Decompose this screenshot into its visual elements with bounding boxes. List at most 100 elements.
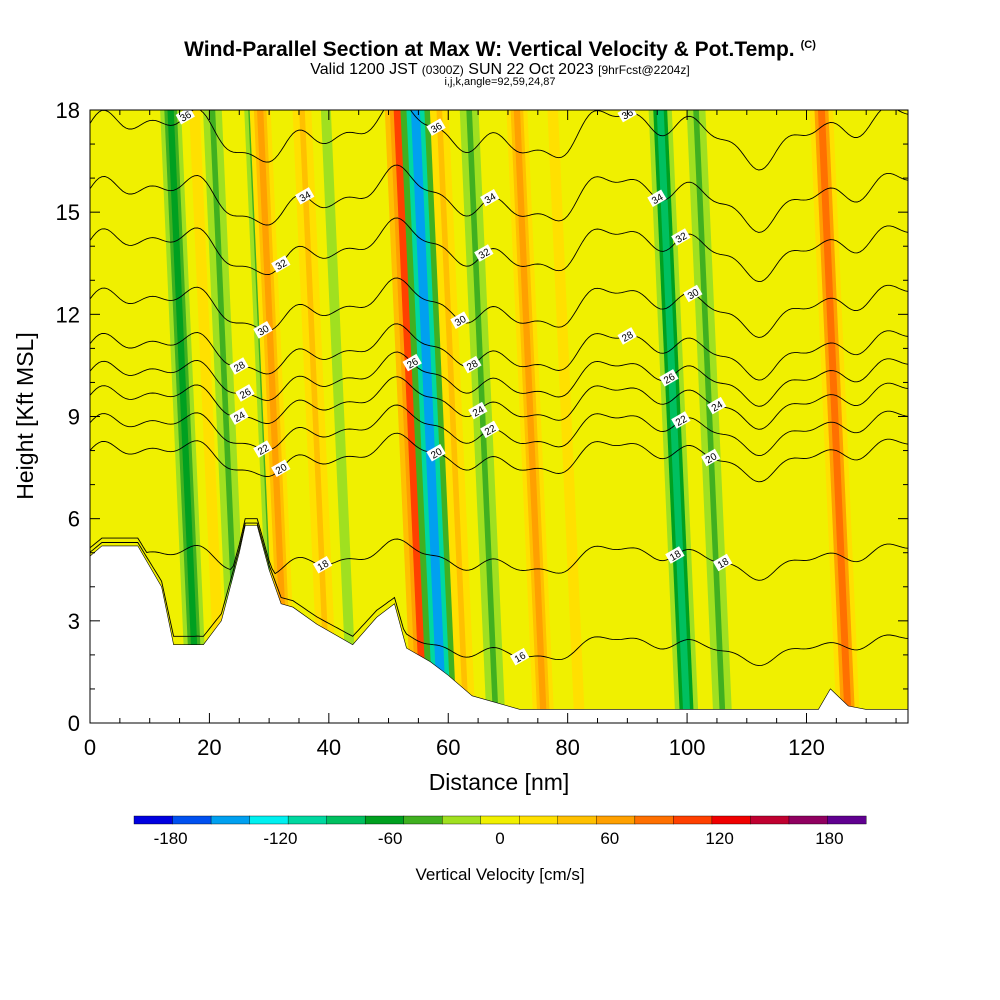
theta-label-bg	[229, 407, 249, 425]
theta-label-text: 26	[238, 386, 254, 401]
theta-label-text: 20	[429, 446, 445, 461]
theta-label-text: 28	[620, 329, 636, 344]
theta-label-text: 34	[483, 191, 499, 206]
theta-contour-label: 32	[474, 244, 494, 262]
theta-label-text: 20	[274, 462, 290, 477]
theta-label-text: 32	[477, 247, 493, 262]
theta-contour-line	[90, 518, 908, 581]
theta-label-bg	[271, 459, 291, 478]
y-tick-label: 18	[56, 98, 80, 123]
theta-contour-label: 20	[701, 448, 721, 466]
colorbar-swatch	[673, 815, 713, 825]
theta-contour-label: 16	[509, 647, 530, 666]
theta-label-bg	[665, 546, 685, 564]
theta-label-bg	[295, 187, 315, 205]
theta-label-bg	[312, 555, 333, 574]
vv-band	[817, 110, 852, 723]
colorbar-swatch	[519, 815, 559, 825]
theta-label-text: 18	[716, 556, 732, 571]
colorbar-tick-label: -60	[378, 829, 403, 848]
theta-label-text: 32	[274, 258, 290, 273]
theta-label-text: 24	[232, 410, 248, 425]
theta-contour-line	[90, 323, 908, 381]
theta-contour-label: 18	[665, 546, 685, 564]
vv-column	[185, 110, 231, 723]
vv-column	[317, 110, 361, 723]
vv-band	[257, 110, 291, 723]
theta-label-text: 18	[668, 548, 684, 563]
theta-label-bg	[426, 443, 446, 462]
theta-contour-line	[90, 522, 908, 667]
colorbar-label: Vertical Velocity [cm/s]	[415, 865, 584, 884]
theta-contour-label: 22	[671, 411, 691, 429]
theta-label-bg	[229, 357, 249, 375]
theta-label-text: 24	[471, 404, 487, 419]
theta-contour-label: 36	[426, 118, 446, 136]
theta-label-text: 20	[704, 451, 720, 466]
theta-label-bg	[468, 401, 488, 420]
theta-contour-label: 26	[235, 384, 255, 402]
theta-label-bg	[617, 327, 637, 345]
x-tick-label: 40	[317, 735, 341, 760]
vv-band	[513, 110, 547, 723]
theta-label-text: 34	[298, 189, 314, 204]
theta-label-text: 16	[513, 650, 529, 665]
theta-label-text: 24	[710, 399, 726, 414]
chart-subtitle: Valid 1200 JST (0300Z) SUN 22 Oct 2023 […	[0, 61, 1000, 79]
vv-column	[648, 110, 699, 723]
colorbar-swatch	[364, 815, 405, 825]
section-indices: i,j,k,angle=92,59,24,87	[444, 76, 556, 88]
theta-label-text: 30	[686, 287, 702, 302]
y-tick-label: 6	[68, 507, 80, 532]
vv-band	[656, 110, 691, 723]
theta-label-bg	[480, 420, 500, 439]
theta-contours	[90, 110, 908, 667]
vv-band	[693, 110, 726, 723]
theta-contour-line	[90, 351, 908, 407]
vv-column	[809, 110, 860, 723]
theta-label-bg	[647, 189, 667, 207]
colorbar-swatch	[634, 815, 674, 825]
colorbar-tick-label: -180	[154, 829, 188, 848]
theta-contour-label: 34	[480, 188, 500, 207]
vv-column	[400, 110, 458, 723]
colorbar-swatch	[133, 815, 174, 825]
theta-label-bg	[480, 188, 500, 207]
theta-contour-label: 24	[468, 401, 488, 420]
colorbar-swatch	[711, 815, 751, 825]
vv-band	[410, 110, 447, 723]
colorbar-tick-label: 60	[600, 829, 619, 848]
theta-contour-label: 18	[712, 553, 733, 571]
theta-contour-line	[90, 277, 908, 338]
vv-column	[506, 110, 555, 723]
colorbar-swatch	[442, 815, 482, 825]
x-tick-label: 80	[555, 735, 579, 760]
vv-band	[323, 110, 356, 723]
forecast-info: [9hrFcst@2204z]	[598, 63, 690, 77]
theta-contour-line	[90, 376, 908, 430]
vv-band	[167, 110, 201, 723]
colorbar-swatch	[326, 815, 366, 825]
theta-contour-label: 22	[480, 420, 500, 439]
valid-utc: (0300Z)	[421, 63, 464, 77]
theta-label-bg	[402, 353, 422, 372]
vv-column	[249, 110, 298, 723]
y-tick-label: 12	[56, 302, 80, 327]
theta-contour-label: 32	[271, 255, 291, 273]
theta-label-bg	[707, 396, 727, 415]
theta-contour-line	[90, 164, 908, 233]
x-tick-label: 60	[436, 735, 460, 760]
colorbar-swatch	[172, 815, 212, 825]
valid-prefix: Valid 1200 JST	[310, 61, 418, 78]
theta-contour-line	[90, 110, 908, 171]
colorbar-swatch	[557, 815, 597, 825]
colorbar-swatch	[596, 815, 636, 825]
theta-label-text: 22	[483, 423, 499, 438]
theta-label-bg	[671, 228, 691, 246]
colorbar-swatch	[750, 815, 790, 825]
theta-contour-label: 30	[450, 311, 470, 329]
y-tick-label: 9	[68, 405, 80, 430]
vv-band	[436, 110, 469, 723]
